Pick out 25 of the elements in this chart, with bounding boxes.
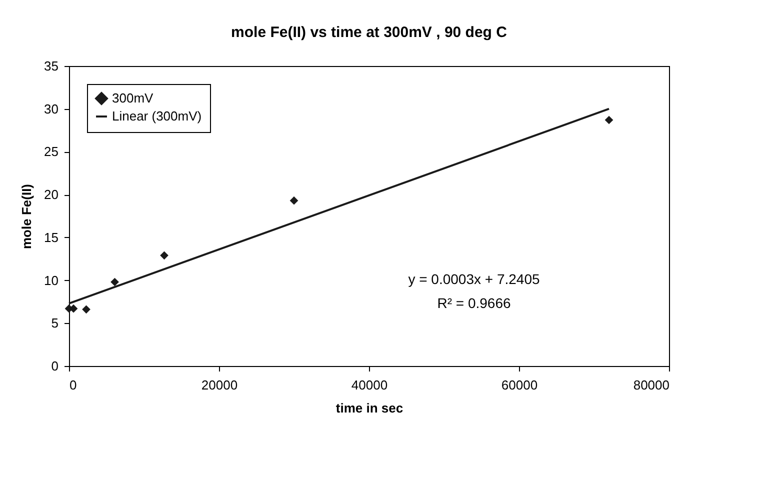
point (110, 278, 119, 286)
point (160, 251, 168, 260)
x-tick-label: 80000 (633, 378, 670, 392)
x-tick-label: 40000 (351, 378, 388, 392)
x-tick-label: 0 (70, 378, 77, 392)
y-tick-label: 10 (44, 272, 58, 288)
y-tick-label: 30 (44, 101, 58, 116)
legend-label: 300mV (112, 90, 154, 106)
annotation: y = 0.0003x + 7.2405 (408, 271, 540, 287)
legend-label: Linear (300mV) (112, 108, 202, 124)
x-tick-label: 60000 (501, 378, 538, 392)
y-tick-label: 35 (44, 58, 58, 74)
x-axis-title: time in sec (336, 400, 404, 416)
x-tick-label: 20000 (201, 378, 238, 392)
y-tick-label: 0 (51, 358, 58, 374)
annotation: R² = 0.9666 (437, 295, 511, 311)
y-tick-label: 25 (44, 144, 58, 160)
y-axis-title: mole Fe(II) (19, 184, 34, 250)
point (290, 196, 298, 205)
point (604, 116, 614, 124)
y-tick-label: 20 (44, 187, 58, 202)
chart-title: mole Fe(II) vs time at 300mV , 90 deg C (231, 24, 508, 41)
y-tick-label: 5 (51, 316, 58, 331)
y-tick-label: 15 (44, 230, 58, 245)
point (82, 305, 90, 314)
